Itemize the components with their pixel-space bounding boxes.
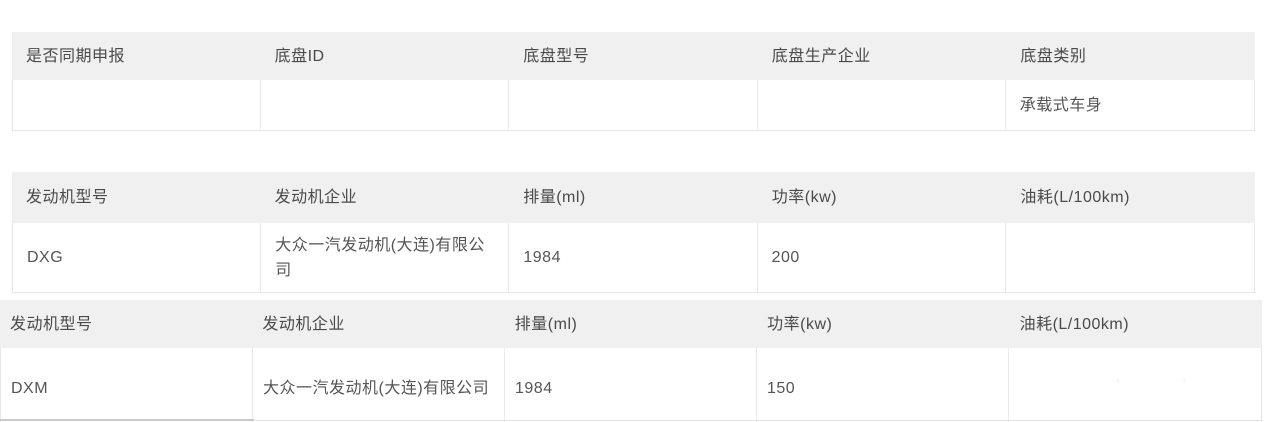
header-cell-power: 功率(kw) — [771, 189, 837, 206]
table-row: DXG 大众一汽发动机(大连)有限公司 1984 200 — [12, 223, 1255, 293]
table-row: 承载式车身 — [12, 80, 1255, 131]
engine-dxg-header-row: 发动机型号 发动机企业 排量(ml) 功率(kw) 油耗(L/100km) — [12, 172, 1255, 223]
body-cell-chassis-id — [261, 80, 510, 130]
body-cell-displacement: 1984 — [509, 223, 758, 292]
header-cell-engine-model: 发动机型号 — [26, 189, 109, 206]
body-cell-declared-same-period — [13, 80, 262, 130]
header-cell-fuel-consumption: 油耗(L/100km) — [1020, 189, 1130, 206]
table-row: DXM 大众一汽发动机(大连)有限公司 1984 150 — [0, 348, 1262, 422]
body-cell-engine-company: 大众一汽发动机(大连)有限公司 — [253, 348, 505, 422]
header-cell-fuel-consumption: 油耗(L/100km) — [1019, 315, 1130, 333]
chassis-table: 是否同期申报 底盘ID 底盘型号 底盘生产企业 底盘类别 承载式车身 — [12, 32, 1255, 131]
table-bottom-cut-border — [0, 419, 254, 421]
header-cell-engine-model: 发动机型号 — [10, 315, 93, 333]
body-cell-power: 200 — [758, 223, 1006, 292]
header-cell-engine-company: 发动机企业 — [262, 315, 345, 333]
header-cell-displacement: 排量(ml) — [523, 189, 586, 206]
body-cell-displacement: 1984 — [505, 348, 757, 422]
body-cell-fuel-consumption — [1006, 223, 1254, 292]
header-cell-engine-company: 发动机企业 — [274, 189, 358, 206]
chassis-table-header-row: 是否同期申报 底盘ID 底盘型号 底盘生产企业 底盘类别 — [12, 32, 1255, 80]
body-cell-power: 150 — [757, 348, 1009, 422]
engine-dxm-header-row: 发动机型号 发动机企业 排量(ml) 功率(kw) 油耗(L/100km) — [0, 300, 1262, 348]
body-cell-chassis-model — [509, 80, 758, 130]
header-cell-chassis-manufacturer: 底盘生产企业 — [771, 47, 871, 65]
header-cell-chassis-category: 底盘类别 — [1020, 47, 1087, 65]
body-cell-engine-company: 大众一汽发动机(大连)有限公司 — [261, 223, 510, 292]
header-cell-chassis-id: 底盘ID — [274, 47, 325, 65]
body-cell-engine-model: DXG — [13, 223, 262, 292]
body-cell-chassis-manufacturer — [758, 80, 1006, 130]
table-bottom-cut-border-light — [254, 420, 1262, 421]
header-cell-displacement: 排量(ml) — [514, 315, 578, 333]
body-cell-chassis-category: 承载式车身 — [1019, 96, 1103, 114]
engine-table-dxg: 发动机型号 发动机企业 排量(ml) 功率(kw) 油耗(L/100km) DX… — [12, 172, 1255, 293]
faint-watermark: · · — [1115, 370, 1216, 389]
header-cell-chassis-model: 底盘型号 — [523, 47, 590, 65]
body-cell-engine-model: DXM — [1, 348, 253, 422]
engine-table-dxm: 发动机型号 发动机企业 排量(ml) 功率(kw) 油耗(L/100km) DX… — [0, 300, 1262, 422]
header-cell-power: 功率(kw) — [767, 315, 833, 333]
header-cell-declared-same-period: 是否同期申报 — [26, 47, 126, 65]
